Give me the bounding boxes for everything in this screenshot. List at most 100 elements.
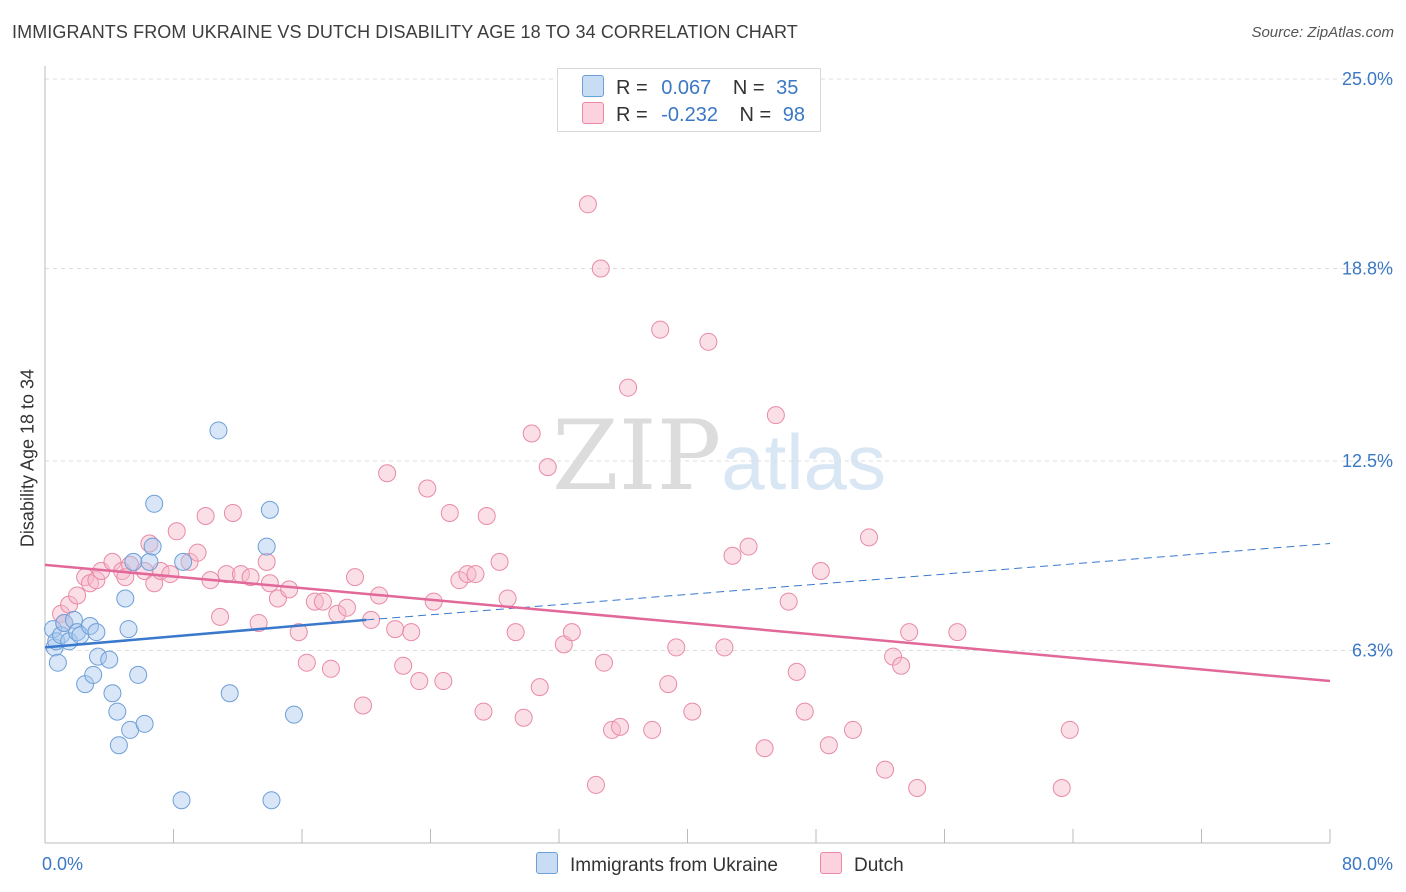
dutch-point [538, 458, 557, 477]
dutch-points [52, 195, 1079, 797]
ukraine-points [44, 421, 303, 810]
legend-swatch-dutch [582, 102, 604, 124]
dutch-point [249, 613, 268, 632]
dutch-point [787, 662, 806, 681]
ukraine-point [135, 714, 154, 733]
dutch-point [402, 623, 421, 642]
legend-r-label: R = [616, 77, 648, 99]
legend-n-value: 98 [782, 104, 806, 126]
dutch-point [188, 543, 207, 562]
dutch-point [611, 717, 630, 736]
dutch-point [474, 702, 493, 721]
dutch-point [354, 696, 373, 715]
ukraine-point [260, 500, 279, 519]
ukraine-point [119, 620, 138, 639]
dutch-point [755, 739, 774, 758]
dutch-point [466, 565, 485, 584]
ukraine-point [174, 552, 193, 571]
dutch-point [289, 623, 308, 642]
watermark: ZIPatlas [552, 400, 886, 512]
dutch-trend-line [44, 563, 1331, 683]
ukraine-point [262, 791, 281, 810]
legend-r-value: -0.232 [661, 104, 718, 126]
dutch-point [440, 503, 459, 522]
legend-swatch-ukraine [582, 75, 604, 97]
dutch-point [490, 552, 509, 571]
dutch-point [739, 537, 758, 556]
dutch-point [900, 623, 919, 642]
legend-r-label: R = [616, 104, 648, 126]
dutch-point [498, 589, 517, 608]
ukraine-point [140, 552, 159, 571]
ukraine-trend-line [366, 543, 1331, 621]
dutch-point [321, 659, 340, 678]
ukraine-point [124, 552, 143, 571]
ukraine-point [48, 653, 67, 672]
dutch-point [591, 259, 610, 278]
dutch-point [860, 528, 879, 547]
legend-n-value: 35 [776, 77, 799, 99]
watermark-atlas: atlas [721, 418, 886, 506]
dutch-point [434, 672, 453, 691]
dutch-point [87, 571, 106, 590]
ukraine-point [108, 702, 127, 721]
y-tick-label: 18.8% [1342, 258, 1393, 278]
dutch-point [506, 623, 525, 642]
legend-n-label: N = [732, 77, 765, 99]
tick-labels: 6.3% 12.5% 18.8% 25.0% 0.0% 80.0% [42, 69, 1393, 874]
y-tick-label: 12.5% [1342, 451, 1393, 471]
ukraine-point [89, 647, 108, 666]
dutch-point [766, 406, 785, 425]
x-tick-label: 0.0% [42, 854, 83, 874]
legend-row-dutch: R = -0.232 N = 98 [582, 102, 805, 126]
dutch-point [578, 195, 597, 214]
ukraine-point [103, 684, 122, 703]
watermark-zip: ZIP [552, 400, 722, 512]
dutch-point [410, 672, 429, 691]
source-label: Source: ZipAtlas.com [1251, 24, 1394, 41]
ukraine-point [257, 537, 276, 556]
ukraine-point [284, 705, 303, 724]
bottom-legend-swatch-ukraine [536, 852, 558, 874]
dutch-point [297, 653, 316, 672]
dutch-point [394, 656, 413, 675]
dutch-point [843, 720, 862, 739]
dutch-point [659, 675, 678, 694]
dutch-point [892, 656, 911, 675]
dutch-point [619, 378, 638, 397]
chart-title: IMMIGRANTS FROM UKRAINE VS DUTCH DISABIL… [12, 22, 798, 42]
legend-row-ukraine: R = 0.067 N = 35 [582, 75, 798, 99]
dutch-point [280, 580, 299, 599]
dutch-point [715, 638, 734, 657]
dutch-point [683, 702, 702, 721]
bottom-legend-ukraine: Immigrants from Ukraine [536, 852, 778, 877]
trend-lines [44, 543, 1331, 683]
grid-lines [45, 78, 1392, 651]
dutch-point [211, 607, 230, 626]
dutch-point [196, 507, 215, 526]
ukraine-point [84, 665, 103, 684]
dutch-point [68, 586, 87, 605]
dutch-point [313, 592, 332, 611]
dutch-point [140, 534, 159, 553]
dutch-point [223, 503, 242, 522]
dutch-point [651, 320, 670, 339]
legend-r-value: 0.067 [661, 77, 712, 99]
bottom-legend-swatch-dutch [820, 852, 842, 874]
dutch-point [779, 592, 798, 611]
dutch-point [667, 638, 686, 657]
axes [44, 66, 1331, 844]
dutch-point [1060, 720, 1079, 739]
dutch-point [241, 568, 260, 587]
dutch-point [418, 479, 437, 498]
ukraine-trend-line [44, 618, 367, 649]
dutch-point [522, 424, 541, 443]
dutch-point [594, 653, 613, 672]
dutch-point [217, 565, 236, 584]
y-axis-label: Disability Age 18 to 34 [17, 368, 38, 548]
legend-n-label: N = [739, 104, 772, 126]
dutch-point [257, 552, 276, 571]
ukraine-point [109, 736, 128, 755]
dutch-point [1052, 778, 1071, 797]
